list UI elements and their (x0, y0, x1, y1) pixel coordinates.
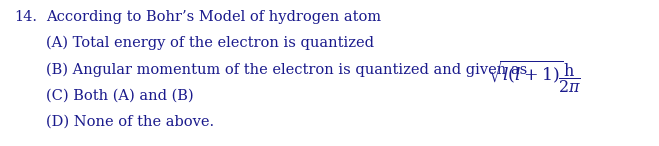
Text: (C) Both (A) and (B): (C) Both (A) and (B) (46, 89, 194, 103)
Text: (B) Angular momentum of the electron is quantized and given as: (B) Angular momentum of the electron is … (46, 63, 536, 77)
Text: According to Bohr’s Model of hydrogen atom: According to Bohr’s Model of hydrogen at… (46, 10, 381, 24)
Text: $\sqrt{l(l+1)}$: $\sqrt{l(l+1)}$ (488, 59, 563, 85)
Text: 14.: 14. (14, 10, 37, 24)
Text: $\dfrac{\mathrm{h}}{2\pi}$: $\dfrac{\mathrm{h}}{2\pi}$ (558, 61, 581, 95)
Text: (D) None of the above.: (D) None of the above. (46, 115, 214, 129)
Text: (A) Total energy of the electron is quantized: (A) Total energy of the electron is quan… (46, 36, 374, 50)
